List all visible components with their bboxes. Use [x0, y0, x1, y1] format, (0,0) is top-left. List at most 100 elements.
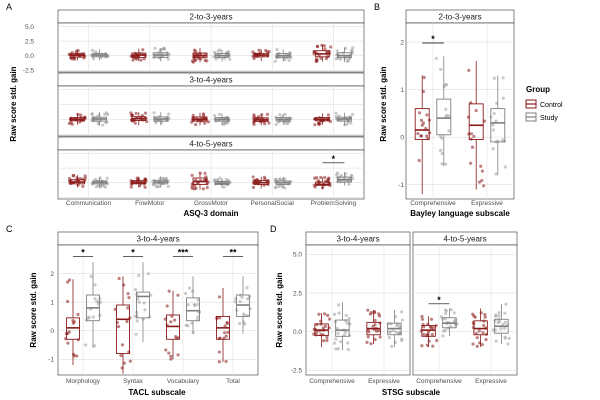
- boxplot-control-FineMotor: [129, 111, 149, 126]
- data-point-control: [174, 334, 178, 339]
- boxplot-control-Communication: [67, 112, 87, 126]
- data-point-control: [466, 115, 471, 119]
- boxplot-control-ProblemSolving: [312, 43, 333, 63]
- data-point-control: [316, 179, 320, 183]
- data-point-control: [419, 134, 423, 138]
- y-tick-label: 0: [50, 328, 54, 335]
- data-point-control: [143, 111, 148, 115]
- data-point-study: [245, 286, 249, 290]
- data-point-control: [194, 123, 198, 127]
- data-point-control: [470, 145, 475, 149]
- data-point-control: [67, 176, 72, 181]
- data-point-study: [273, 186, 278, 190]
- data-point-control: [325, 338, 329, 343]
- data-point-study: [343, 319, 348, 323]
- data-point-study: [157, 114, 161, 119]
- data-point-study: [347, 182, 351, 186]
- data-point-study: [494, 339, 498, 343]
- data-point-study: [333, 341, 337, 345]
- data-point-study: [387, 336, 391, 340]
- data-point-control: [139, 58, 143, 62]
- legend-label-control: Control: [540, 102, 563, 109]
- data-point-study: [333, 312, 337, 316]
- data-point-control: [312, 50, 316, 54]
- facet-4-to-5-years: 4-to-5-years * Communication FineMotor Gross…: [57, 136, 365, 207]
- data-point-control: [251, 175, 255, 179]
- data-point-control: [169, 320, 173, 324]
- data-point-study: [90, 112, 94, 117]
- data-point-control: [75, 354, 79, 358]
- boxplot-study-FineMotor: [152, 46, 171, 62]
- boxplot-study-Communication: [90, 111, 110, 127]
- data-point-study: [218, 176, 222, 180]
- boxplot-control-Morphology: [64, 278, 80, 365]
- data-point-study: [283, 58, 287, 62]
- y-tick-label: 0.0: [25, 53, 34, 60]
- data-point-study: [449, 324, 453, 328]
- significance-bracket: *: [123, 247, 143, 257]
- data-point-study: [439, 67, 443, 71]
- data-point-control: [223, 324, 227, 328]
- data-point-control: [315, 322, 319, 327]
- data-point-control: [203, 171, 207, 175]
- significance-label: *: [131, 247, 135, 257]
- data-point-study: [196, 315, 200, 319]
- data-point-study: [95, 299, 99, 304]
- data-point-control: [126, 306, 130, 310]
- data-point-control: [317, 312, 321, 316]
- significance-label: ***: [178, 247, 189, 257]
- data-point-study: [101, 123, 105, 127]
- data-point-study: [503, 326, 507, 330]
- data-point-control: [117, 276, 121, 281]
- boxplot-control-ProblemSolving: [312, 175, 332, 190]
- boxplot-control-Expressive: [471, 308, 488, 349]
- data-point-control: [425, 343, 429, 347]
- data-point-control: [169, 354, 173, 358]
- data-point-study: [503, 335, 507, 339]
- data-point-control: [226, 330, 230, 334]
- data-point-control: [172, 318, 177, 322]
- x-axis-title: ASQ-3 domain: [183, 209, 238, 218]
- data-point-control: [76, 312, 80, 317]
- data-point-study: [501, 138, 505, 142]
- data-point-study: [283, 112, 288, 117]
- data-point-control: [371, 324, 375, 328]
- data-point-study: [142, 301, 146, 305]
- data-point-study: [503, 165, 507, 169]
- data-point-control: [422, 332, 426, 336]
- data-point-control: [75, 176, 79, 180]
- data-point-study: [136, 297, 140, 301]
- data-point-control: [319, 175, 323, 180]
- boxplot-control-GrossMotor: [190, 48, 209, 64]
- data-point-study: [192, 302, 196, 307]
- data-point-control: [143, 185, 147, 189]
- data-point-study: [218, 48, 222, 52]
- boxplot-control-Vocabulary: [163, 289, 181, 361]
- data-point-study: [184, 323, 188, 327]
- data-point-control: [378, 321, 382, 325]
- box-iqr: [116, 304, 130, 355]
- data-point-control: [326, 177, 331, 181]
- data-point-study: [134, 332, 138, 336]
- data-point-control: [165, 304, 169, 308]
- data-point-control: [417, 111, 422, 115]
- data-point-study: [213, 114, 217, 118]
- data-point-study: [400, 318, 405, 322]
- data-point-control: [127, 350, 131, 354]
- data-point-study: [492, 76, 496, 80]
- data-point-control: [420, 344, 424, 348]
- facet-strip-label: 4-to-5-years: [189, 140, 232, 149]
- legend-title: Group: [526, 85, 550, 94]
- data-point-study: [238, 299, 242, 304]
- boxplot-control-GrossMotor: [190, 112, 210, 127]
- data-point-control: [67, 52, 71, 56]
- data-point-control: [66, 280, 70, 284]
- data-point-control: [369, 342, 373, 346]
- data-point-control: [267, 50, 271, 54]
- data-point-control: [429, 317, 434, 321]
- data-point-study: [143, 308, 147, 312]
- data-point-control: [320, 43, 324, 47]
- data-point-control: [126, 292, 130, 296]
- data-point-control: [431, 326, 435, 330]
- panel-d-stsg: D 3-to-4-years -2.5 0.0 2.5 5.0 Comprehensive E…: [270, 224, 518, 397]
